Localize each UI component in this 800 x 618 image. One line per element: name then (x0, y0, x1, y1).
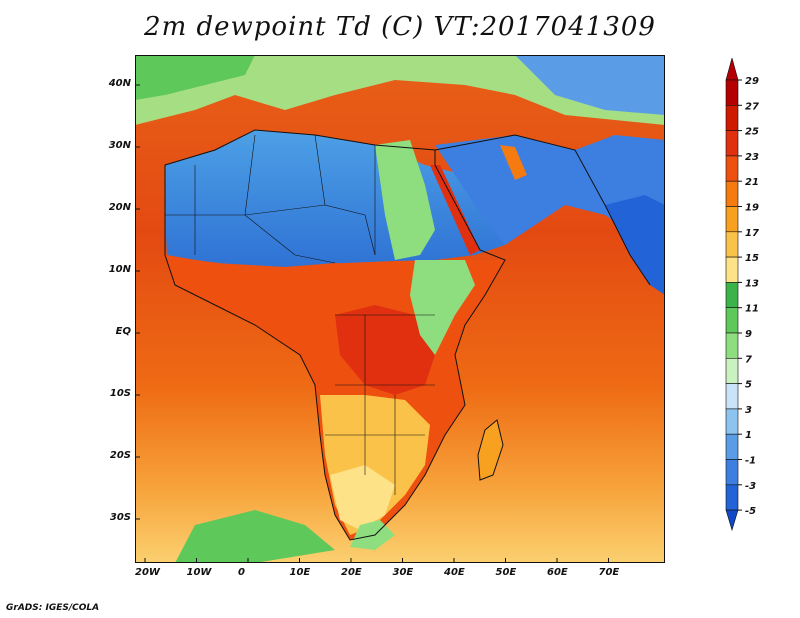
lon-label: 30E (392, 567, 414, 578)
colorbar-label: 9 (745, 329, 752, 340)
lon-label: 0 (238, 567, 245, 578)
colorbar-box (725, 332, 739, 359)
kalahari-region (330, 465, 395, 530)
colorbar-label: 29 (745, 76, 759, 87)
colorbar-box (725, 383, 739, 410)
colorbar-label: 13 (745, 278, 759, 289)
colorbar-top-arrow (725, 56, 739, 81)
lat-label: 30S (109, 512, 131, 523)
colorbar-label: 3 (745, 405, 752, 416)
colorbar-label: 5 (745, 380, 752, 391)
coastlines (164, 129, 651, 541)
colorbar-label: 17 (745, 228, 759, 239)
lat-label: 40N (108, 78, 131, 89)
lat-label: 30N (108, 140, 131, 151)
southern-ocean-band (175, 510, 335, 563)
colorbar-label: -1 (745, 456, 756, 467)
colorbar-label: 25 (745, 127, 759, 138)
colorbar-label: 23 (745, 152, 759, 163)
lon-label: 20E (341, 567, 362, 578)
colorbar-label: 7 (745, 354, 752, 365)
asia-blue (515, 55, 665, 115)
map-frame (135, 55, 665, 563)
colorbar-label: -3 (745, 481, 756, 492)
colorbar-label: 1 (745, 430, 752, 441)
red-sea (430, 165, 480, 255)
europe-green (135, 55, 255, 100)
madagascar (478, 420, 503, 480)
lat-label: 10N (108, 264, 131, 275)
dewpoint-map: 40N 30N 20N 10N EQ 10S 20S 30S 20W 10W 0 10E 20E 30E 4… (109, 55, 665, 578)
colorbar-box (725, 282, 739, 308)
colorbar-box (725, 459, 739, 486)
lat-label: EQ (115, 326, 131, 337)
colorbar-label: 15 (745, 253, 759, 264)
lon-label: 10E (289, 567, 311, 578)
persian-gulf (500, 145, 527, 180)
colorbar-box (725, 433, 739, 460)
lon-label: 20W (135, 567, 160, 578)
colorbar-box (725, 484, 739, 511)
colorbar-label: 11 (745, 304, 759, 315)
map-title: 2m dewpoint Td (C) VT:2017041309 (144, 12, 656, 42)
colorbar-canvas: 29 27 25 23 21 19 17 15 13 11 9 7 5 3 1 -1 -3 -5 (725, 56, 759, 532)
congo-basin (335, 305, 435, 395)
india-region (605, 195, 665, 295)
colorbar-box (725, 408, 739, 435)
colorbar-box (725, 79, 739, 106)
ethiopian-highlands (410, 260, 475, 355)
colorbar-bottom-arrow (725, 509, 739, 532)
colorbar-label: -5 (745, 506, 756, 517)
colorbar-box (725, 307, 739, 334)
colorbar-label: 19 (745, 203, 759, 214)
grads-credit: GrADS: IGES/COLA (6, 603, 100, 613)
colorbar-box (725, 130, 739, 157)
colorbar-box (725, 104, 739, 131)
lat-label: 20N (108, 202, 131, 213)
lon-label: 10W (186, 567, 212, 578)
lon-label: 50E (495, 567, 517, 578)
nile-region (375, 140, 435, 260)
latitude-axis (135, 84, 140, 520)
colorbar-box (725, 256, 739, 283)
longitude-axis (144, 558, 609, 563)
lat-label: 20S (109, 450, 131, 461)
lat-label: 10S (109, 388, 131, 399)
colorbar-label: 21 (745, 177, 759, 188)
lon-label: 40E (444, 567, 465, 578)
country-borders (165, 134, 435, 495)
colorbar-box (725, 155, 739, 182)
arabia-dry-zone (435, 135, 665, 255)
colorbar-box (725, 231, 739, 258)
colorbar-label: 27 (745, 101, 759, 112)
colorbar: 29 27 25 23 21 19 17 15 13 11 9 7 5 3 1 -1 -3 -5 (722, 56, 782, 558)
lon-label: 70E (598, 567, 620, 578)
colorbar-box (725, 206, 739, 233)
lon-label: 60E (547, 567, 568, 578)
map-canvas (135, 55, 665, 563)
colorbar-box (725, 357, 739, 384)
colorbar-box (725, 180, 739, 207)
